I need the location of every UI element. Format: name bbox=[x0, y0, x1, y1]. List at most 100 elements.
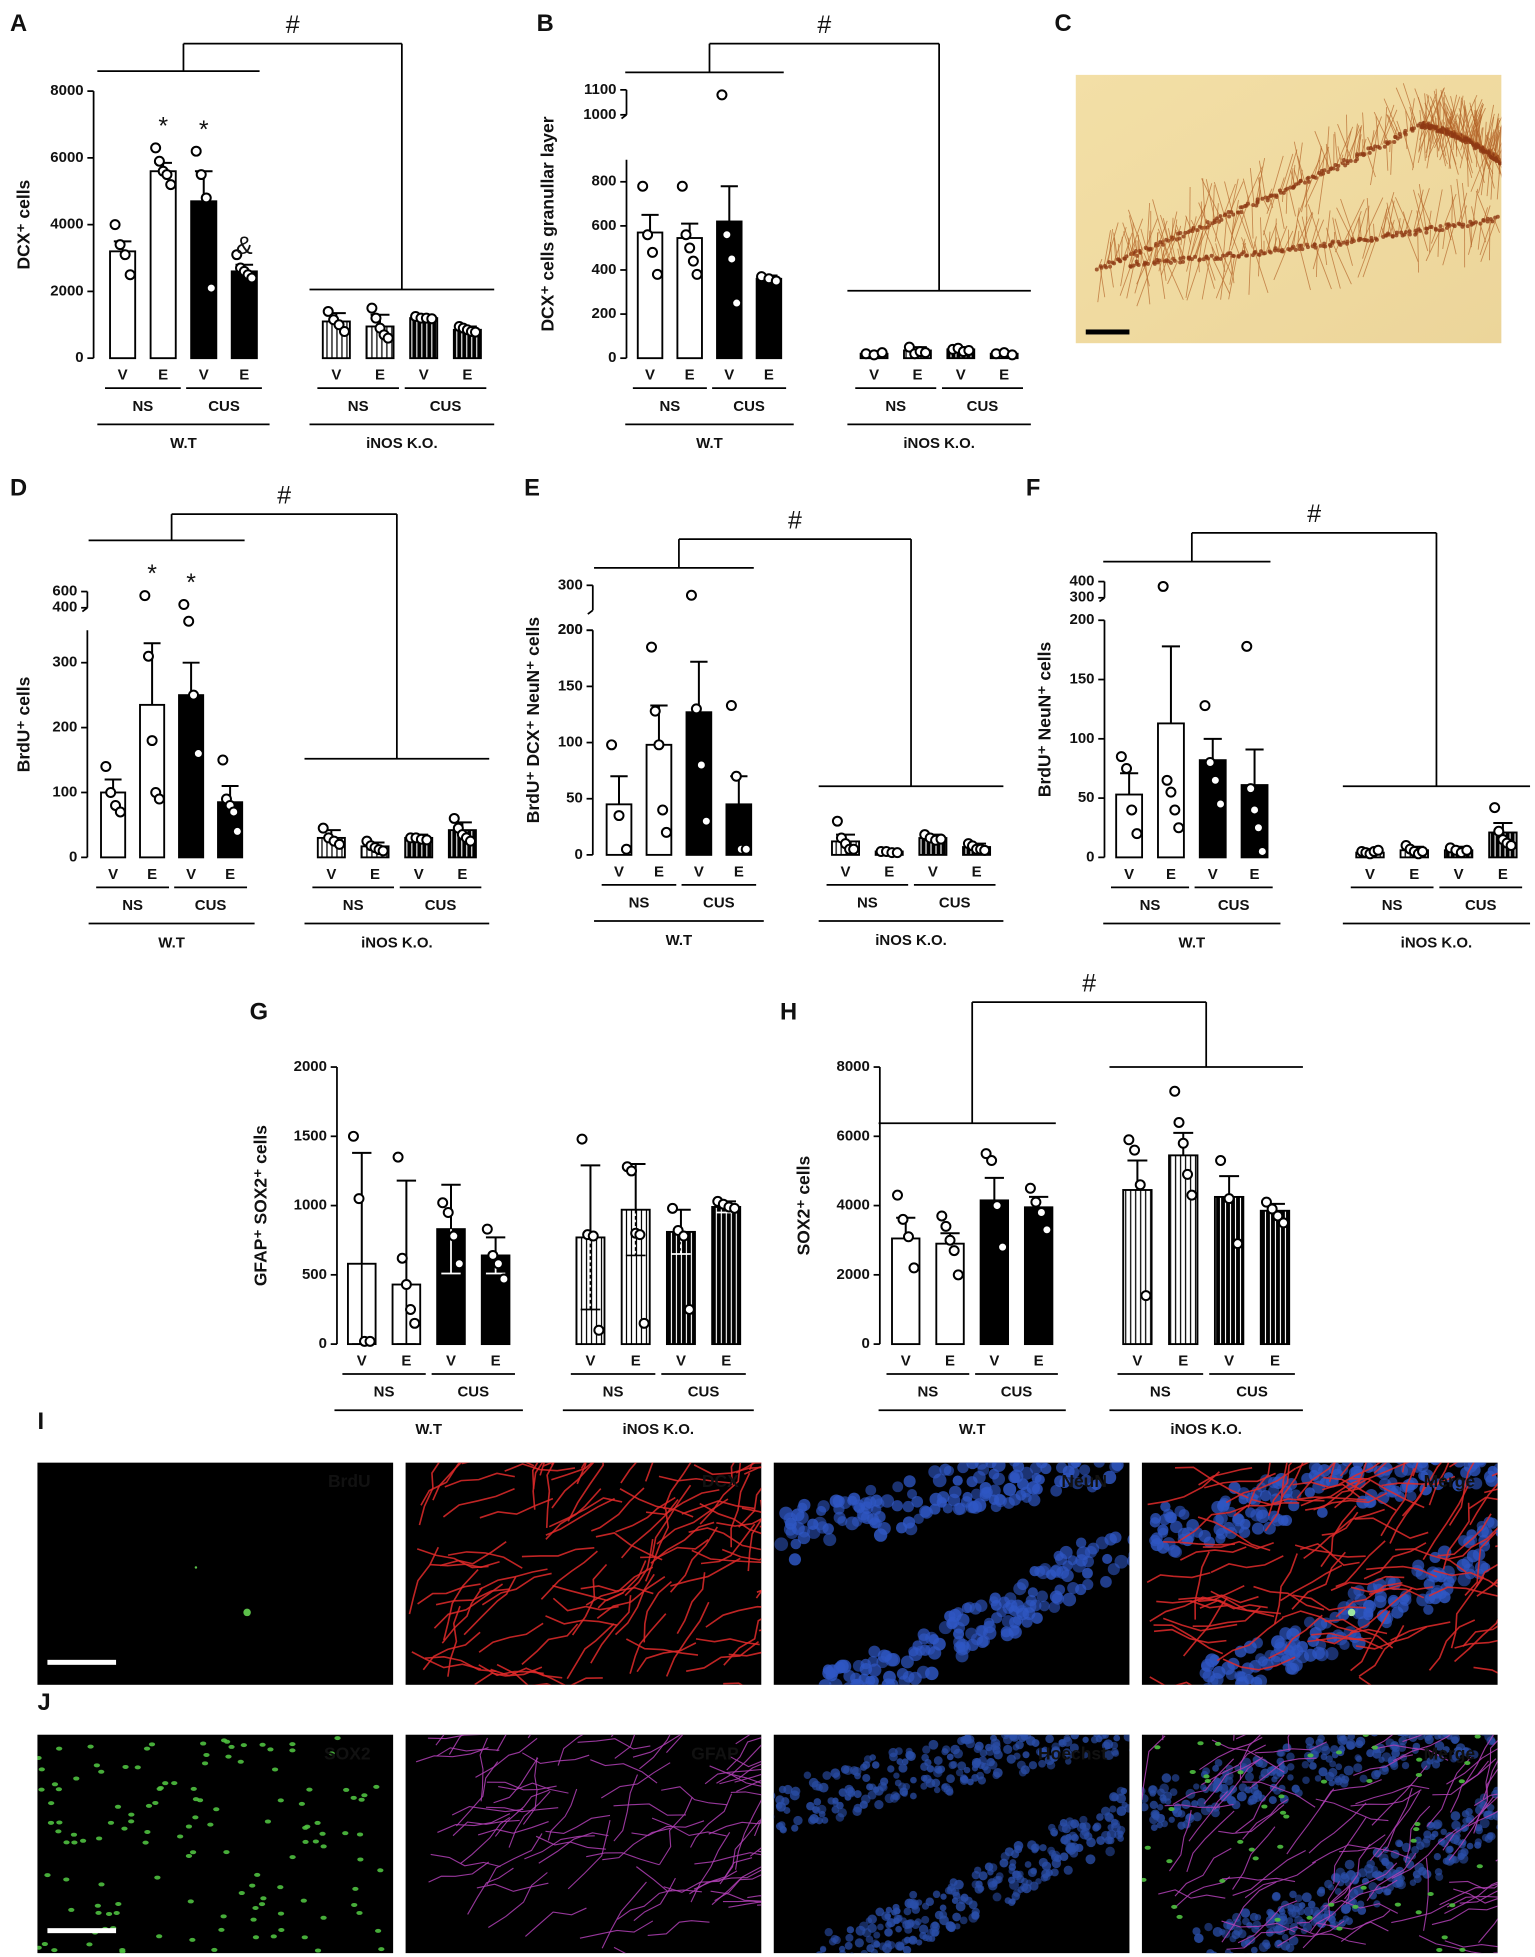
fiber bbox=[1393, 1734, 1451, 1762]
nucleus bbox=[1434, 1868, 1443, 1876]
sox2-nucleus bbox=[145, 1803, 153, 1808]
sox2-nucleus bbox=[37, 1755, 42, 1760]
fiber bbox=[656, 1498, 729, 1545]
y-tick-label: 0 bbox=[69, 848, 77, 865]
data-point bbox=[653, 739, 665, 751]
sox2-nucleus bbox=[1197, 1741, 1204, 1746]
cell bbox=[1205, 220, 1210, 225]
cell bbox=[1218, 256, 1223, 261]
dendrite bbox=[1347, 230, 1350, 242]
nucleus bbox=[1334, 1775, 1342, 1783]
nucleus bbox=[1082, 1567, 1093, 1579]
fiber bbox=[443, 1569, 479, 1641]
sox2-nucleus bbox=[1278, 1794, 1285, 1799]
cell bbox=[1303, 180, 1307, 185]
fiber bbox=[521, 1623, 579, 1665]
nucleus bbox=[952, 1502, 966, 1516]
nucleus bbox=[880, 1494, 895, 1508]
nucleus bbox=[905, 1750, 915, 1760]
condition-label: CUS bbox=[1236, 1384, 1268, 1401]
nucleus bbox=[1452, 1479, 1465, 1492]
panel-letter: B bbox=[537, 11, 554, 37]
nucleus bbox=[1423, 1604, 1434, 1615]
fiber bbox=[1297, 1496, 1367, 1501]
fiber bbox=[1311, 1834, 1386, 1864]
nucleus bbox=[1461, 1556, 1474, 1569]
dendrite bbox=[1496, 161, 1501, 200]
nucleus bbox=[970, 1488, 983, 1500]
nucleus bbox=[1023, 1599, 1037, 1613]
nucleus bbox=[1334, 1887, 1342, 1895]
dendrite bbox=[1193, 204, 1207, 231]
dendrite bbox=[1484, 104, 1495, 151]
fiber bbox=[1330, 1575, 1405, 1592]
dendrite bbox=[1211, 246, 1215, 258]
dendrite bbox=[1418, 124, 1424, 153]
significance-mark: * bbox=[199, 116, 209, 144]
nucleus bbox=[906, 1919, 915, 1928]
nucleus bbox=[973, 1745, 982, 1754]
x-tick-label: V bbox=[357, 1353, 367, 1370]
sox2-nucleus bbox=[148, 1742, 156, 1747]
data-point bbox=[944, 1234, 956, 1246]
dendrite bbox=[1214, 219, 1220, 242]
dendrite bbox=[1227, 213, 1238, 256]
nucleus bbox=[1219, 1791, 1230, 1802]
nucleus bbox=[1267, 1911, 1277, 1920]
nucleus bbox=[952, 1475, 963, 1486]
fiber bbox=[728, 1901, 762, 1908]
dendrite bbox=[1426, 127, 1435, 169]
nucleus bbox=[1298, 1902, 1306, 1909]
data-point bbox=[217, 754, 229, 766]
nucleus bbox=[819, 1945, 827, 1953]
nucleus bbox=[1065, 1758, 1072, 1765]
fiber bbox=[478, 1664, 544, 1677]
nucleus bbox=[1050, 1868, 1059, 1877]
nucleus bbox=[1460, 1848, 1469, 1857]
dendrite bbox=[1254, 252, 1269, 294]
nucleus bbox=[1485, 1474, 1498, 1487]
cell bbox=[1215, 256, 1220, 261]
sox2-nucleus bbox=[1336, 1926, 1343, 1931]
sox2-nucleus bbox=[328, 1751, 335, 1756]
y-tick-label: 150 bbox=[1070, 670, 1095, 687]
cell bbox=[1133, 248, 1138, 253]
sox2-nucleus bbox=[156, 1786, 163, 1791]
sox2-nucleus bbox=[343, 1787, 350, 1792]
y-tick-label: 600 bbox=[52, 583, 77, 600]
sox2-nucleus bbox=[1141, 1877, 1147, 1882]
cell bbox=[1363, 238, 1368, 243]
nucleus bbox=[1262, 1521, 1276, 1535]
data-point bbox=[231, 249, 243, 261]
cell bbox=[1371, 147, 1376, 152]
data-point bbox=[1126, 804, 1138, 816]
bar bbox=[711, 1206, 742, 1346]
nucleus bbox=[1172, 1807, 1183, 1818]
fiber bbox=[1177, 1505, 1248, 1543]
fiber bbox=[1214, 1756, 1264, 1810]
data-point bbox=[165, 179, 177, 191]
dendrite bbox=[1389, 140, 1391, 153]
channel-label: NeuN bbox=[1061, 1471, 1107, 1491]
data-point bbox=[660, 826, 672, 838]
fiber bbox=[1242, 1799, 1288, 1840]
data-point bbox=[1182, 1168, 1194, 1180]
fiber bbox=[1188, 1791, 1228, 1842]
y-tick-label: 1000 bbox=[583, 106, 616, 123]
cell bbox=[1486, 150, 1491, 155]
fiber bbox=[665, 1601, 710, 1677]
nucleus bbox=[1434, 1741, 1445, 1751]
nucleus bbox=[1149, 1800, 1158, 1810]
nucleus bbox=[1307, 1900, 1316, 1909]
condition-label: CUS bbox=[967, 398, 999, 415]
fiber bbox=[1204, 1472, 1276, 1489]
dendrite bbox=[1296, 218, 1307, 248]
nucleus bbox=[904, 1522, 918, 1536]
cell bbox=[1440, 227, 1445, 232]
nucleus bbox=[914, 1918, 922, 1926]
dendrite bbox=[1122, 222, 1134, 255]
fiber bbox=[433, 1583, 504, 1629]
data-point bbox=[678, 1230, 690, 1242]
fiber bbox=[721, 1548, 762, 1561]
fiber bbox=[669, 1526, 719, 1593]
